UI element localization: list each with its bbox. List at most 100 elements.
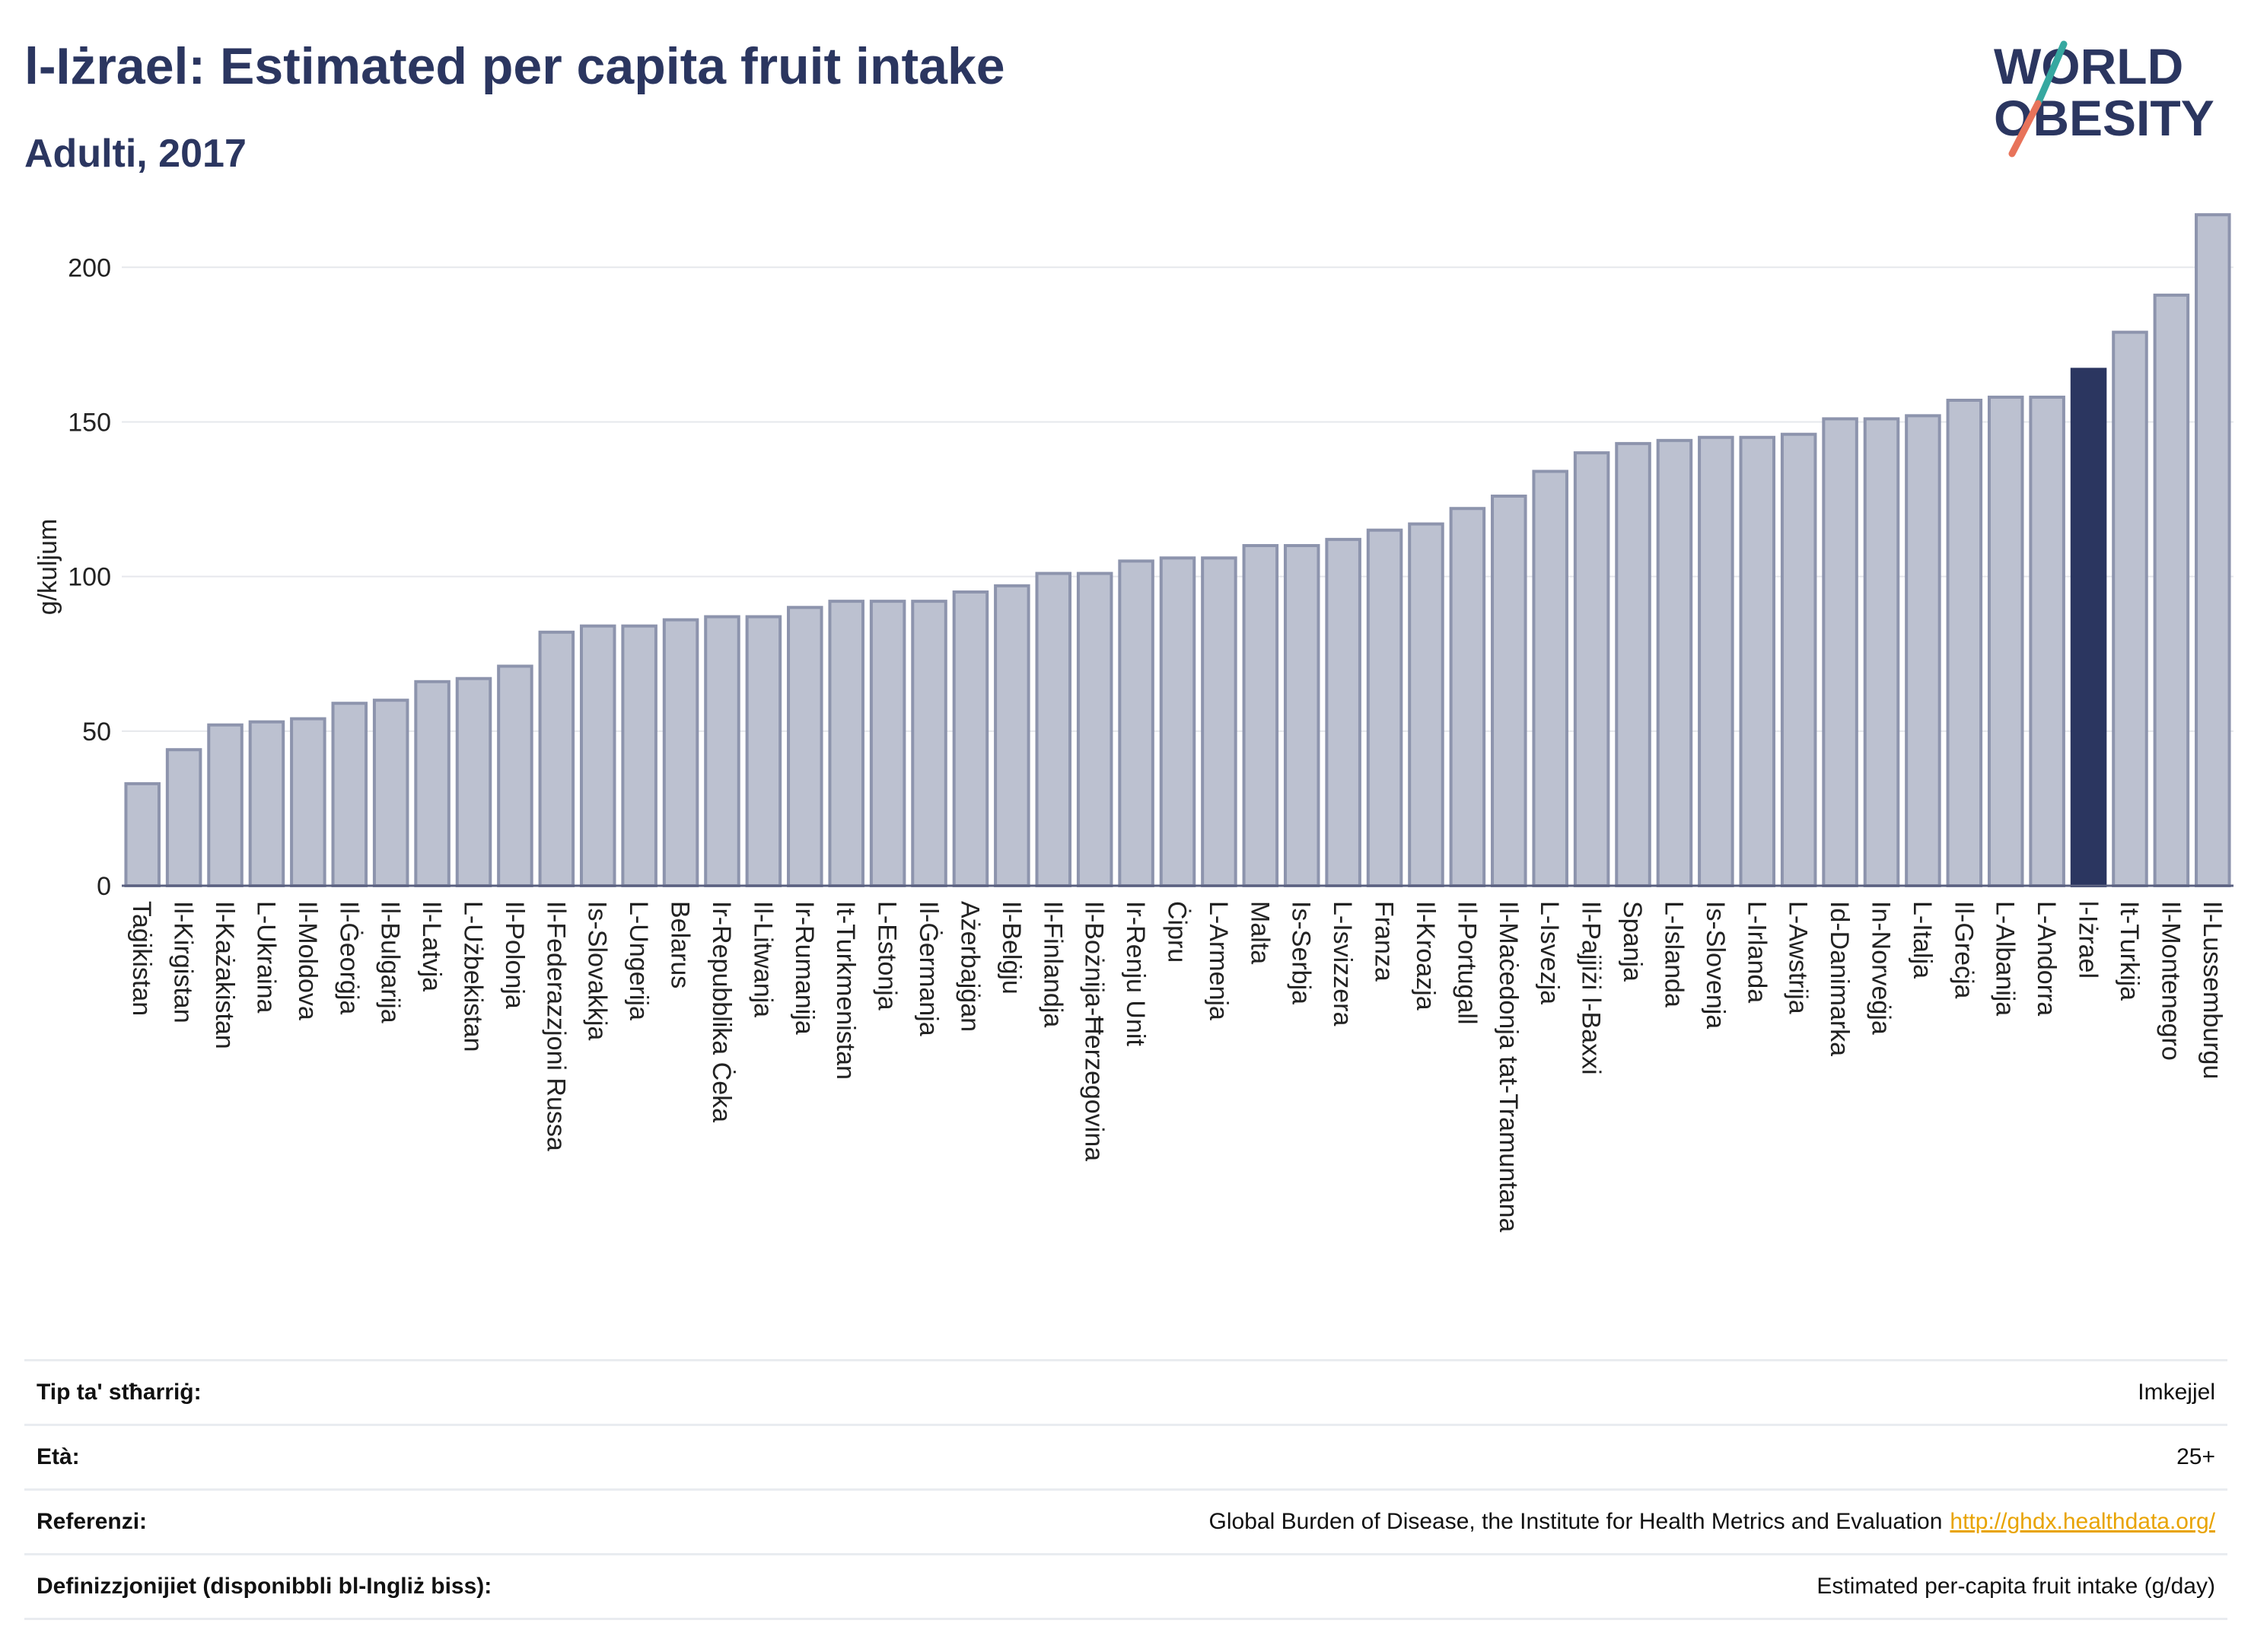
x-tick-label: Is-Slovenja: [1701, 901, 1730, 1029]
x-tick-label: L-Awstrija: [1784, 901, 1813, 1014]
bar-9[interactable]: [497, 664, 533, 887]
x-tick-label: Ċipru: [1163, 901, 1192, 963]
bar-31[interactable]: [1408, 522, 1444, 888]
bar-39[interactable]: [1739, 435, 1776, 887]
x-tick-label: L-Ukraina: [251, 901, 280, 1013]
bar-23[interactable]: [1076, 571, 1113, 888]
bar-5[interactable]: [331, 702, 368, 888]
bar-2[interactable]: [207, 723, 244, 888]
bar-21[interactable]: [994, 584, 1030, 887]
y-axis-label: g/kuljum: [33, 519, 62, 616]
bar-29[interactable]: [1325, 537, 1361, 887]
x-tick-label: L-Andorra: [2032, 901, 2061, 1016]
page-subtitle: Adulti, 2017: [24, 132, 247, 176]
bar-19[interactable]: [911, 600, 947, 887]
info-value: Global Burden of Disease, the Institute …: [1209, 1509, 2227, 1535]
bar-27[interactable]: [1242, 544, 1279, 887]
bar-0[interactable]: [124, 781, 161, 888]
bar-18[interactable]: [869, 600, 906, 887]
bar-44[interactable]: [1946, 399, 1983, 887]
bar-12[interactable]: [621, 624, 657, 887]
info-value-text: Global Burden of Disease, the Institute …: [1208, 1509, 1943, 1534]
info-value-text: Imkejjel: [2138, 1380, 2215, 1405]
bar-25[interactable]: [1159, 556, 1196, 887]
info-value-text: 25+: [2176, 1444, 2215, 1469]
bar-16[interactable]: [787, 606, 823, 887]
bar-20[interactable]: [952, 590, 989, 887]
x-tick-label: Franza: [1370, 901, 1399, 982]
bar-17[interactable]: [828, 600, 864, 887]
info-row: Referenzi: Global Burden of Disease, the …: [24, 1488, 2227, 1553]
y-tick-label: 50: [82, 718, 111, 746]
bar-32[interactable]: [1449, 507, 1486, 888]
bar-37[interactable]: [1656, 438, 1693, 887]
bar-50[interactable]: [2195, 213, 2231, 887]
x-tick-label: L-Islanda: [1659, 901, 1688, 1007]
bar-49[interactable]: [2153, 293, 2190, 887]
x-tick-label: Spanja: [1618, 901, 1647, 982]
x-tick-label: Il-Każakistan: [210, 901, 239, 1049]
bar-13[interactable]: [662, 618, 699, 887]
x-tick-label: L-Ungerija: [624, 901, 653, 1020]
logo-slash-coral: [2008, 100, 2042, 158]
bar-26[interactable]: [1201, 556, 1237, 887]
x-tick-label: Il-Montenegro: [2156, 901, 2185, 1061]
bar-1[interactable]: [165, 748, 202, 888]
x-tick-label: Il-Federazzjoni Russa: [541, 901, 570, 1151]
x-tick-label: It-Turkmenistan: [831, 901, 860, 1080]
bar-48[interactable]: [2112, 330, 2148, 888]
bar-33[interactable]: [1491, 494, 1527, 887]
x-tick-label: Il-Belġju: [997, 901, 1026, 995]
bar-34[interactable]: [1532, 469, 1568, 887]
bar-36[interactable]: [1615, 441, 1651, 887]
x-tick-label: Il-Lussemburgu: [2198, 901, 2227, 1079]
bar-8[interactable]: [455, 676, 492, 888]
bar-15[interactable]: [745, 615, 782, 887]
bar-47[interactable]: [2070, 368, 2107, 887]
bar-4[interactable]: [290, 717, 326, 888]
bar-45[interactable]: [1987, 395, 2024, 887]
info-row: Età: 25+: [24, 1424, 2227, 1488]
reference-link[interactable]: http://ghdx.healthdata.org/: [1950, 1509, 2215, 1534]
bar-24[interactable]: [1118, 559, 1154, 887]
bar-chart: 0 50 100 150 200 g/kuljum Taġikistan Il-Kirgi…: [33, 213, 2233, 1232]
x-tick-label: Ir-Repubblika Ċeka: [707, 901, 736, 1122]
x-tick-label: L-Armenja: [1204, 901, 1233, 1020]
info-value: Imkejjel: [2138, 1380, 2227, 1405]
x-tick-label: L-Irlanda: [1742, 901, 1771, 1003]
info-value: 25+: [2176, 1444, 2227, 1470]
x-tick-label: In-Norveġja: [1867, 901, 1896, 1035]
y-tick-label: 0: [97, 872, 111, 901]
bar-28[interactable]: [1283, 544, 1320, 887]
bar-3[interactable]: [248, 720, 285, 887]
bar-38[interactable]: [1698, 435, 1734, 887]
y-axis-ticks: 0 50 100 150 200: [68, 253, 111, 901]
bar-6[interactable]: [372, 699, 409, 887]
x-tick-label: L-Isvezja: [1535, 901, 1564, 1004]
bar-22[interactable]: [1035, 571, 1072, 888]
bar-10[interactable]: [538, 630, 575, 887]
info-row: Definizzjonijiet (disponibbli bl-Ingliż …: [24, 1553, 2227, 1620]
x-tick-label: Il-Ġermanja: [914, 901, 943, 1036]
x-tick-label: L-Albanija: [1991, 901, 2020, 1016]
bar-40[interactable]: [1780, 432, 1817, 887]
bar-35[interactable]: [1573, 451, 1610, 887]
x-tick-label: Is-Slovakkja: [583, 901, 612, 1040]
bar-30[interactable]: [1366, 528, 1403, 887]
bar-46[interactable]: [2029, 395, 2065, 887]
page-title: l-Iżrael: Estimated per capita fruit int…: [24, 37, 1005, 95]
bar-11[interactable]: [579, 624, 616, 887]
x-tick-label: Il-Pajjiżi l-Baxxi: [1577, 901, 1606, 1075]
x-tick-label: L-Estonja: [873, 901, 902, 1011]
y-tick-label: 150: [68, 408, 111, 437]
x-tick-label: It-Turkija: [2115, 901, 2144, 1001]
x-tick-label: L-Isvizzera: [1328, 901, 1357, 1026]
bar-43[interactable]: [1905, 414, 1941, 887]
bar-14[interactable]: [704, 615, 740, 887]
bar-7[interactable]: [414, 680, 451, 887]
x-tick-label: Il-Polonja: [500, 901, 529, 1009]
x-tick-label: Il-Kirgistan: [169, 901, 198, 1023]
bar-42[interactable]: [1863, 417, 1900, 887]
bar-41[interactable]: [1822, 417, 1858, 887]
bars: [124, 213, 2231, 888]
